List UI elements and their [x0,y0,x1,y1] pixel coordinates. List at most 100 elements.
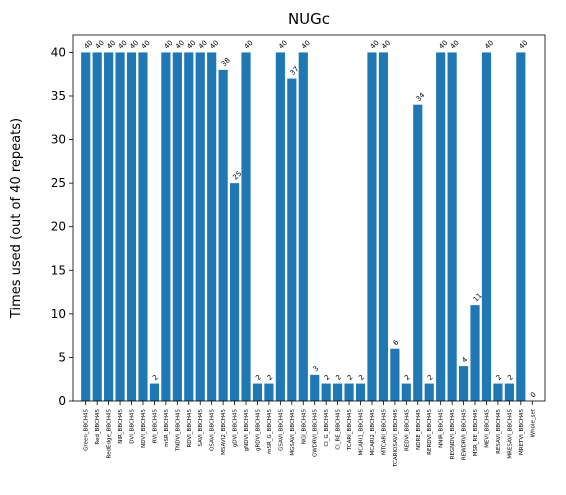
bar-value-label: 2 [254,373,263,382]
bar-value-label: 40 [94,39,106,51]
y-tick-label: 0 [58,394,66,408]
x-tick-label: MEVI_BBCH45 [484,409,490,448]
bar [401,383,411,401]
bar-value-label: 40 [117,39,129,51]
bar-value-label: 40 [380,39,392,51]
x-tick-label: CI_RE_BBCH45 [336,409,342,450]
bar-value-label: 2 [346,373,355,382]
bars-group [81,52,526,402]
y-tick-label: 40 [51,45,66,59]
bar-value-label: 2 [357,373,366,382]
x-tick-label: MCARI1_BBCH45 [359,409,365,456]
x-tick-label: MRESAVI_BBCH45 [507,409,513,459]
bar-value-label: 40 [437,39,449,51]
bar-value-label: 2 [495,373,504,382]
bar [504,383,514,401]
bar [436,52,446,402]
x-tick-label: NIR_BBCH45 [118,409,124,444]
x-tick-label: NDVI_BBCH45 [141,409,147,448]
x-tick-label: mSR_BBCH45 [164,409,170,447]
bar [161,52,171,402]
bar [149,383,160,401]
bar-value-label: 38 [220,56,232,68]
bar [321,383,331,401]
x-tick-label: MCARI2_BBCH45 [370,409,376,456]
bar [275,52,285,402]
y-tick-label: 10 [51,307,66,321]
x-tick-label: RDVI_BBCH45 [187,409,193,448]
bar [516,52,526,402]
bar [333,383,343,401]
y-tick-label: 15 [51,263,66,277]
bar [126,52,137,402]
bar-value-label: 40 [243,39,255,51]
x-tick-label: DVI_BBCH45 [130,409,136,444]
bar [481,52,492,402]
bar [493,383,503,401]
bar [138,52,148,402]
x-tick-label: OSAVI_BBCH45 [210,409,216,451]
plot-frame [72,34,546,402]
x-tick-label: MRETVI_BBCH45 [519,409,525,455]
x-tick-label: SAVI_BBCH45 [198,409,204,447]
bar [218,69,228,401]
bar-value-label: 40 [197,39,209,51]
y-tick-label: 20 [51,220,66,234]
bar-value-label: 2 [334,373,343,382]
x-tick-label: Whole_set [530,408,536,437]
bar-value-label: 40 [277,39,289,51]
bar-value-label: 40 [369,39,381,51]
bar [241,52,251,402]
bar-value-label: 6 [392,338,401,347]
x-tick-label: RESAVI_BBCH45 [496,408,502,453]
bar-value-label: 40 [174,39,186,51]
bar-value-label: 40 [105,39,117,51]
bar-value-label: 40 [518,39,530,51]
bar [310,374,320,401]
bar [298,52,308,402]
bar-value-label: 0 [529,391,538,400]
x-tick-label: REGNDVI_BBCH45 [450,409,456,460]
y-axis: 0 5 10 15 20 25 30 35 40 [51,45,73,408]
x-tick-label: TCARI_BBCH45 [347,409,353,452]
bar [92,52,102,402]
bar [264,383,274,401]
bar-value-label: 40 [82,39,94,51]
x-tick-label: CI_G_BBCH45 [324,409,330,447]
bar-value-label: 40 [163,39,175,51]
bar-value-label: 40 [140,39,152,51]
x-tick-label: Red_BBCH45 [95,409,101,445]
x-tick-label: MTCARI_BBCH45 [381,409,387,456]
x-tick-label: TCARIOSAVI_BBCH45 [393,409,399,468]
y-tick-label: 25 [51,176,66,190]
bar [413,104,423,401]
chart-title: NUGc [288,10,330,28]
x-tick-label: mSR_G_BBCH45 [267,409,273,454]
bar [367,52,377,402]
bar-value-label: 40 [128,39,140,51]
x-tick-label: MSAVI2_BBCH45 [221,409,227,455]
bar-value-label: 40 [483,39,495,51]
bar [115,52,125,402]
bar-value-label: 2 [323,373,332,382]
bar [287,78,297,402]
bar-value-label: 2 [403,373,412,382]
x-tick-label: gRDVI_BBCH45 [255,409,261,452]
y-tick-label: 30 [51,133,66,147]
bar-value-label: 2 [426,373,435,382]
bar-value-label: 2 [506,373,515,382]
x-tick-label: TNDVI_BBCH45 [175,409,181,453]
y-axis-label: Times used (out of 40 repeats) [9,118,24,319]
bar-value-label: 37 [289,65,301,77]
x-axis: Green_BBCH45 Red_BBCH45 RedEdge_BBCH45 NIR_… [84,401,536,468]
bar-value-label: 40 [300,39,312,51]
x-tick-label: NNIR_BBCH45 [439,409,445,448]
x-tick-label: gDVI_BBCH45 [233,409,239,448]
bar-value-label: 40 [186,39,198,51]
x-tick-label: RERDVI_BBCH45 [427,409,433,455]
x-tick-label: REWDRVI_BBCH45 [462,409,468,461]
x-tick-label: NGI_BBCH45 [301,409,307,445]
bar [229,183,240,401]
